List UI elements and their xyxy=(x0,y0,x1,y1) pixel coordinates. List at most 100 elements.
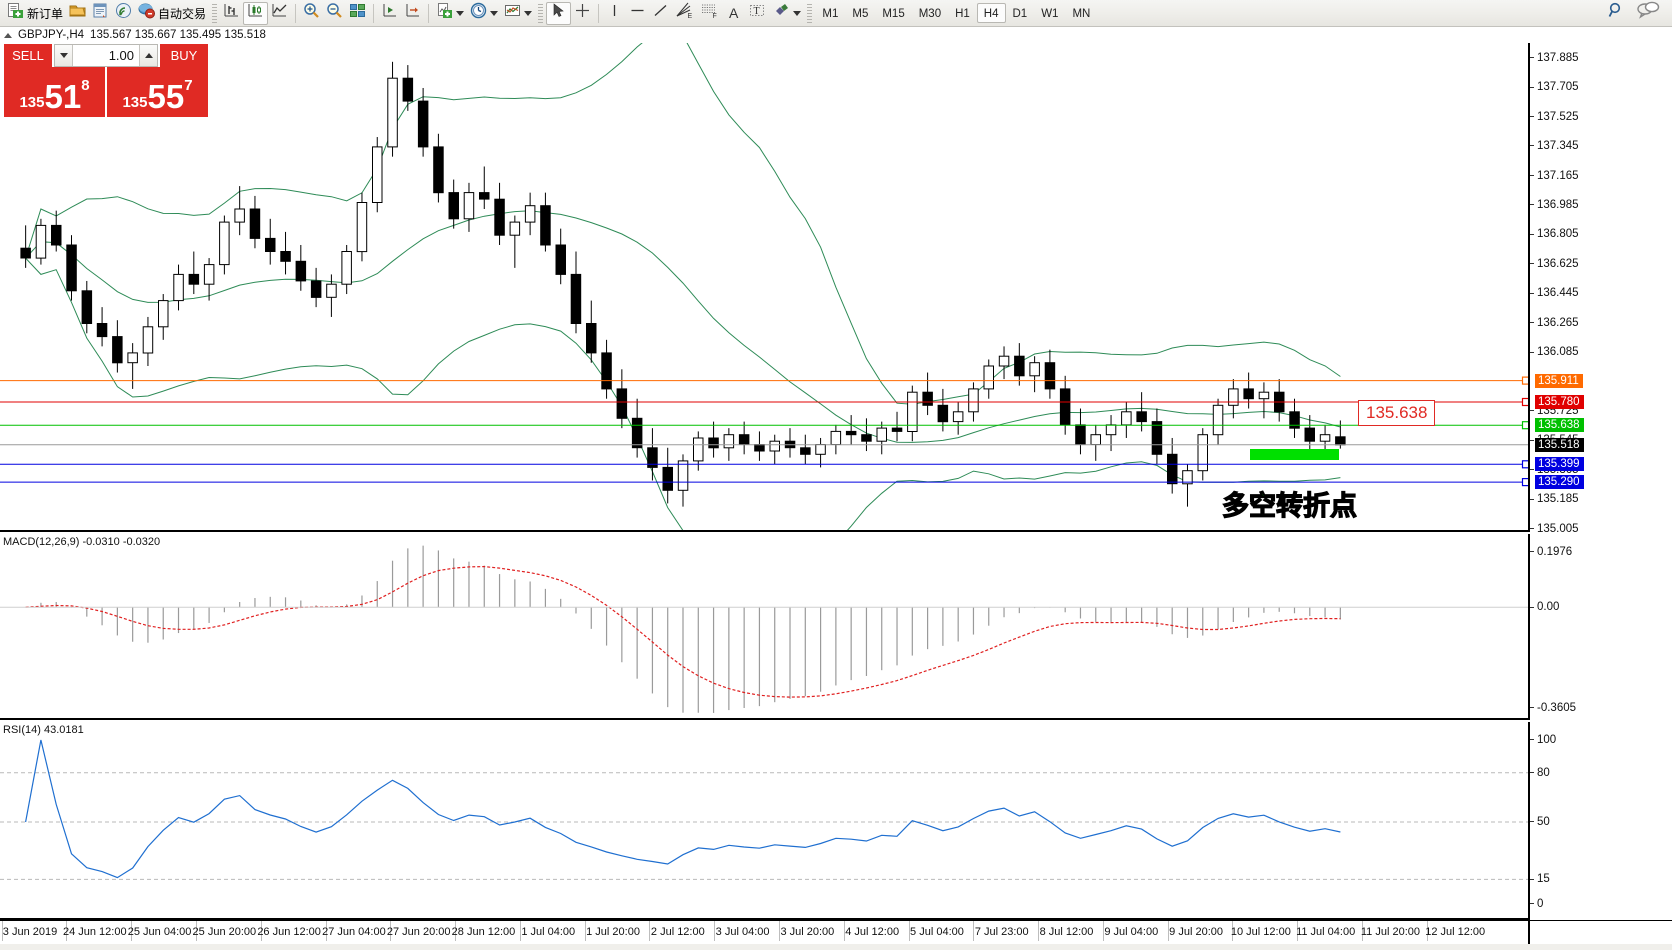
time-separator xyxy=(66,921,68,941)
rsi-pane[interactable]: RSI(14) 43.0181 xyxy=(0,722,1528,920)
volume-increment[interactable] xyxy=(139,45,157,66)
period-button[interactable] xyxy=(467,2,501,25)
line-chart-button[interactable] xyxy=(268,2,291,25)
macd-pane[interactable]: MACD(12,26,9) -0.0310 -0.0320 xyxy=(0,534,1528,720)
autotrading-label: 自动交易 xyxy=(158,6,207,21)
text-label-icon: T xyxy=(748,2,767,24)
horizontal-line-icon xyxy=(629,2,646,24)
one-click-trading-panel: SELL 1.00 BUY 135 51 8 135 55 7 xyxy=(4,44,208,117)
time-tick-label: 26 Jun 12:00 xyxy=(257,926,321,938)
price-tick: 137.165 xyxy=(1530,170,1579,182)
macd-scale[interactable]: 0.1976 0.00 -0.3605 xyxy=(1528,534,1672,720)
time-separator xyxy=(1362,921,1364,941)
time-tick-label: 3 Jul 04:00 xyxy=(715,926,770,938)
fibonacci-tool-button[interactable]: F xyxy=(697,2,722,25)
price-level-tag-support[interactable]: 135.290 xyxy=(1535,475,1584,490)
price-tick: 137.345 xyxy=(1530,140,1579,152)
time-separator xyxy=(1426,921,1428,941)
timeframe-m1[interactable]: M1 xyxy=(822,8,839,20)
buy-button[interactable]: BUY xyxy=(160,44,208,67)
objects-list-button[interactable] xyxy=(770,2,804,25)
text-tool-button[interactable]: A xyxy=(722,2,745,25)
volume-decrement[interactable] xyxy=(55,45,73,66)
price-level-tag-support[interactable]: 135.399 xyxy=(1535,457,1584,472)
chat-icon[interactable] xyxy=(1636,1,1660,25)
shift-chart-button[interactable] xyxy=(378,2,401,25)
zoom-out-button[interactable] xyxy=(323,2,346,25)
trendline-tool-button[interactable] xyxy=(649,2,672,25)
trendline-icon xyxy=(652,2,669,24)
new-order-button[interactable]: 新订单 xyxy=(4,2,66,25)
time-separator xyxy=(325,921,327,941)
time-separator xyxy=(131,921,133,941)
label-tool-button[interactable]: T xyxy=(745,2,770,25)
toolbar-grip-2[interactable] xyxy=(538,3,544,23)
terminal-window-button[interactable] xyxy=(89,2,112,25)
timeframe-mn[interactable]: MN xyxy=(1072,8,1091,20)
time-separator xyxy=(1102,921,1104,941)
time-tick-label: 3 Jun 2019 xyxy=(2,926,58,938)
signals-button[interactable] xyxy=(112,2,135,25)
gann-tool-button[interactable]: E xyxy=(672,2,697,25)
toolbar-separator-2 xyxy=(373,3,375,23)
clock-icon xyxy=(470,2,487,24)
toolbar-separator-3 xyxy=(428,3,430,23)
vertical-line-tool-button[interactable] xyxy=(603,2,626,25)
timeframe-m5[interactable]: M5 xyxy=(852,8,869,20)
volume-value[interactable]: 1.00 xyxy=(108,48,134,63)
price-chart-pane[interactable]: 多空转折点 xyxy=(0,43,1528,532)
bar-chart-button[interactable] xyxy=(220,2,243,25)
price-level-tag-resistance[interactable]: 135.911 xyxy=(1535,373,1583,388)
timeframe-h1[interactable]: H1 xyxy=(955,8,970,20)
objects-dropdown-caret[interactable] xyxy=(793,10,802,16)
candle-chart-button[interactable] xyxy=(243,1,269,25)
indicator-dropdown-caret[interactable] xyxy=(456,10,465,16)
price-level-tag-current-price[interactable]: 135.518 xyxy=(1535,437,1584,452)
cursor-tool-button[interactable] xyxy=(546,1,572,25)
time-tick-label: 3 Jul 20:00 xyxy=(780,926,835,938)
timeframe-m30[interactable]: M30 xyxy=(918,8,942,20)
horizontal-line-tool-button[interactable] xyxy=(626,2,649,25)
autotrading-button[interactable]: 自动交易 xyxy=(135,2,209,25)
template-dropdown-caret[interactable] xyxy=(524,10,533,16)
price-level-tag-resistance[interactable]: 135.780 xyxy=(1535,395,1584,409)
timeframe-m15[interactable]: M15 xyxy=(882,8,905,20)
time-separator xyxy=(260,921,262,941)
autoscroll-button[interactable] xyxy=(401,2,424,25)
rsi-layer xyxy=(0,739,1528,880)
price-scale[interactable]: 137.885 137.705 137.525 137.345 137.165 136.9… xyxy=(1528,43,1672,535)
time-separator xyxy=(908,921,910,941)
price-tick: 136.985 xyxy=(1530,199,1579,211)
folder-button[interactable] xyxy=(66,2,89,25)
rsi-tick: 80 xyxy=(1530,767,1550,779)
zoom-in-button[interactable] xyxy=(300,2,323,25)
collapse-icon[interactable] xyxy=(4,32,12,38)
price-tick: 135.005 xyxy=(1530,523,1579,535)
new-order-icon xyxy=(7,2,24,24)
time-separator xyxy=(455,921,457,941)
crosshair-tool-button[interactable] xyxy=(571,2,594,25)
timeframe-d1[interactable]: D1 xyxy=(1012,8,1028,20)
price-tick: 136.625 xyxy=(1530,258,1579,270)
toolbar-separator-1 xyxy=(295,3,297,23)
search-icon[interactable] xyxy=(1607,1,1626,25)
rsi-tick: 0 xyxy=(1530,898,1543,910)
toolbar-grip-3[interactable] xyxy=(807,3,813,23)
timeframe-h4[interactable]: H4 xyxy=(976,3,1006,23)
volume-field[interactable]: 1.00 xyxy=(54,44,158,67)
rsi-scale[interactable]: 100 80 50 15 0 xyxy=(1528,722,1672,920)
price-level-tag-support[interactable]: 135.638 xyxy=(1535,418,1584,433)
sell-price-display[interactable]: 135 51 8 xyxy=(4,67,105,117)
price-tick: 136.265 xyxy=(1530,317,1579,329)
templates-button[interactable] xyxy=(501,2,535,25)
price-tick: 136.085 xyxy=(1530,346,1579,358)
time-tick-label: 9 Jul 04:00 xyxy=(1104,926,1159,938)
tile-windows-button[interactable] xyxy=(346,2,369,25)
sell-button[interactable]: SELL xyxy=(4,44,52,67)
timeframe-w1[interactable]: W1 xyxy=(1041,8,1059,20)
toolbar-grip[interactable] xyxy=(212,3,218,23)
buy-price-display[interactable]: 135 55 7 xyxy=(107,67,208,117)
period-dropdown-caret[interactable] xyxy=(490,10,499,16)
candlestick-chart-icon xyxy=(247,2,264,24)
add-indicator-button[interactable] xyxy=(433,2,467,25)
